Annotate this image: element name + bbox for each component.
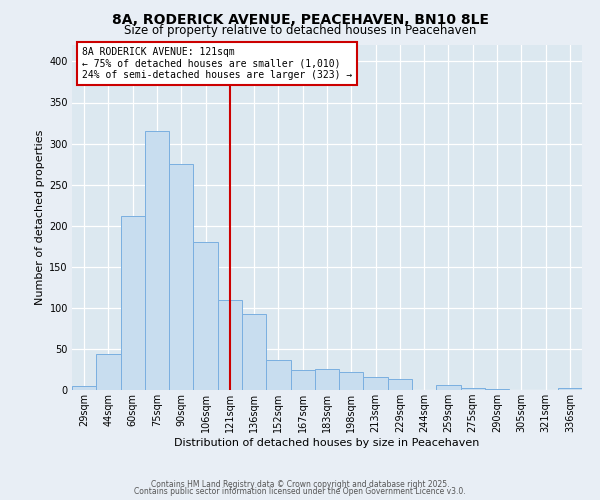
Text: Contains HM Land Registry data © Crown copyright and database right 2025.: Contains HM Land Registry data © Crown c… <box>151 480 449 489</box>
Bar <box>558 388 582 390</box>
Y-axis label: Number of detached properties: Number of detached properties <box>35 130 45 305</box>
Bar <box>193 242 218 390</box>
Bar <box>266 360 290 390</box>
Bar <box>315 370 339 390</box>
Bar <box>121 216 145 390</box>
Bar <box>461 388 485 390</box>
Bar <box>339 372 364 390</box>
Bar <box>242 314 266 390</box>
Text: 8A RODERICK AVENUE: 121sqm
← 75% of detached houses are smaller (1,010)
24% of s: 8A RODERICK AVENUE: 121sqm ← 75% of deta… <box>82 46 352 80</box>
Bar <box>72 386 96 390</box>
Bar <box>96 354 121 390</box>
Text: Size of property relative to detached houses in Peacehaven: Size of property relative to detached ho… <box>124 24 476 37</box>
Text: 8A, RODERICK AVENUE, PEACEHAVEN, BN10 8LE: 8A, RODERICK AVENUE, PEACEHAVEN, BN10 8L… <box>112 12 488 26</box>
X-axis label: Distribution of detached houses by size in Peacehaven: Distribution of detached houses by size … <box>175 438 479 448</box>
Bar <box>364 377 388 390</box>
Bar <box>169 164 193 390</box>
Bar <box>436 385 461 390</box>
Bar <box>485 389 509 390</box>
Text: Contains public sector information licensed under the Open Government Licence v3: Contains public sector information licen… <box>134 487 466 496</box>
Bar <box>290 370 315 390</box>
Bar <box>218 300 242 390</box>
Bar <box>388 380 412 390</box>
Bar <box>145 131 169 390</box>
